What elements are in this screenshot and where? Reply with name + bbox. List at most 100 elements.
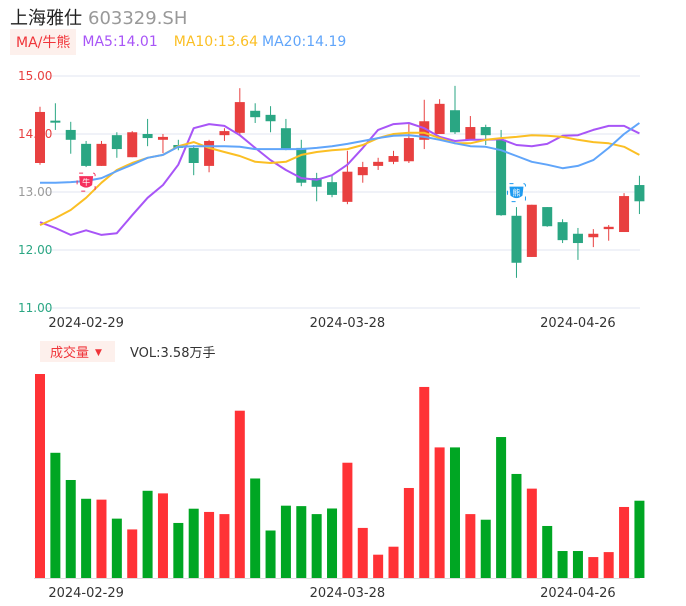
marker-shield bbox=[79, 176, 94, 188]
ma-toggle-button[interactable]: MA/牛熊 bbox=[10, 29, 77, 55]
y-tick-label: 13.00 bbox=[18, 185, 52, 199]
candle-body bbox=[511, 215, 522, 263]
volume-bar bbox=[357, 527, 368, 578]
volume-bar bbox=[188, 508, 199, 578]
candle bbox=[542, 207, 553, 227]
volume-bar bbox=[511, 473, 522, 578]
candle-body bbox=[81, 143, 92, 166]
candle-body bbox=[311, 178, 322, 187]
volume-bar bbox=[296, 506, 307, 578]
volume-bar bbox=[250, 478, 261, 578]
volume-bar bbox=[65, 479, 76, 578]
candle-body bbox=[265, 114, 276, 122]
candle bbox=[603, 225, 614, 241]
volume-x-tick-label: 2024-03-28 bbox=[310, 586, 386, 601]
candle-body bbox=[403, 138, 414, 162]
candle-body bbox=[526, 204, 537, 257]
candle bbox=[142, 118, 153, 147]
candle bbox=[373, 157, 384, 170]
candle bbox=[96, 140, 107, 166]
candle-body bbox=[542, 207, 553, 227]
candle bbox=[342, 150, 353, 205]
volume-bar bbox=[403, 487, 414, 578]
candle-body bbox=[496, 139, 507, 216]
candle bbox=[234, 88, 245, 136]
candle-body bbox=[65, 129, 76, 140]
candle bbox=[434, 99, 445, 134]
ma20-legend: MA20:14.19 bbox=[262, 34, 347, 50]
candle bbox=[111, 132, 122, 158]
volume-bar bbox=[280, 505, 291, 578]
candle-body bbox=[419, 121, 430, 140]
candle bbox=[219, 128, 230, 141]
candle-body bbox=[465, 127, 476, 140]
marker-frame bbox=[76, 172, 96, 192]
candle-body bbox=[373, 161, 384, 166]
volume-bar bbox=[35, 374, 45, 578]
candle bbox=[280, 118, 291, 151]
x-tick-label: 2024-02-29 bbox=[48, 316, 124, 331]
candle-body bbox=[96, 143, 107, 166]
candle-body bbox=[188, 147, 199, 163]
candle bbox=[449, 85, 460, 134]
candle-body bbox=[35, 111, 45, 163]
candle bbox=[419, 99, 430, 150]
candle-body bbox=[572, 233, 583, 244]
volume-bar bbox=[173, 522, 184, 578]
bear-marker-icon: 熊 bbox=[506, 183, 526, 203]
volume-bar bbox=[142, 490, 153, 578]
candle bbox=[572, 227, 583, 260]
candle bbox=[588, 229, 599, 248]
caret-down-icon: ▼ bbox=[95, 347, 102, 358]
candle bbox=[311, 172, 322, 202]
marker-frame bbox=[506, 183, 526, 203]
ma-legend: MA/牛熊 MA5:14.01 MA10:13.64 MA20:14.19 bbox=[10, 29, 346, 55]
x-tick-label: 2024-03-28 bbox=[310, 316, 386, 331]
candle-body bbox=[250, 110, 261, 118]
ma10-legend: MA10:13.64 bbox=[173, 34, 259, 50]
volume-bar bbox=[327, 508, 338, 578]
volume-bar bbox=[526, 488, 537, 578]
bull-marker-icon: 牛 bbox=[76, 172, 96, 192]
candle-body bbox=[111, 135, 122, 150]
candle bbox=[403, 124, 414, 163]
volume-bar bbox=[449, 447, 460, 578]
candle bbox=[526, 204, 537, 257]
candle bbox=[511, 207, 522, 278]
volume-bar bbox=[50, 452, 61, 578]
volume-bar bbox=[111, 518, 122, 578]
volume-toggle-button[interactable]: 成交量 ▼ bbox=[40, 340, 115, 362]
candle-body bbox=[219, 131, 230, 136]
volume-bar bbox=[588, 557, 599, 578]
candle bbox=[634, 175, 645, 215]
volume-legend: 成交量 ▼ VOL:3.58万手 bbox=[40, 340, 216, 362]
candle bbox=[465, 116, 476, 140]
candle-body bbox=[357, 167, 368, 176]
candle-body bbox=[280, 128, 291, 150]
stock-code: 603329.SH bbox=[88, 8, 188, 29]
candle-body bbox=[142, 134, 153, 139]
ma5-legend: MA5:14.01 bbox=[82, 34, 158, 50]
candle-body bbox=[342, 171, 353, 202]
candle bbox=[496, 129, 507, 216]
candle bbox=[127, 131, 138, 158]
marker-label: 牛 bbox=[82, 177, 90, 187]
volume-bar bbox=[634, 500, 645, 578]
volume-bar bbox=[434, 447, 445, 578]
candle bbox=[619, 193, 630, 233]
y-tick-label: 15.00 bbox=[18, 69, 52, 83]
volume-bar bbox=[234, 410, 245, 578]
volume-value: VOL:3.58万手 bbox=[130, 345, 216, 361]
candle bbox=[188, 145, 199, 176]
volume-bar bbox=[603, 552, 614, 578]
volume-bar bbox=[96, 499, 107, 578]
candle bbox=[50, 103, 61, 130]
candle-body bbox=[157, 136, 168, 140]
stock-title: 上海雅仕 603329.SH bbox=[10, 4, 187, 30]
candle bbox=[250, 103, 261, 123]
candle-body bbox=[634, 185, 645, 202]
volume-toggle-label: 成交量 bbox=[50, 345, 90, 361]
candle-body bbox=[127, 132, 138, 158]
volume-bar bbox=[480, 519, 491, 578]
